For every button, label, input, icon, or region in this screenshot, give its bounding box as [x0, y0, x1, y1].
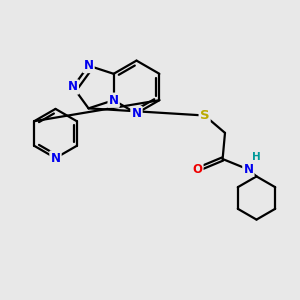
Text: S: S — [200, 109, 209, 122]
Text: N: N — [83, 59, 94, 72]
Text: N: N — [131, 107, 142, 120]
Text: N: N — [243, 163, 254, 176]
Text: N: N — [50, 152, 61, 165]
Text: N: N — [109, 94, 118, 107]
Text: N: N — [68, 80, 78, 94]
Text: O: O — [192, 163, 203, 176]
Text: N: N — [83, 59, 94, 72]
Text: N: N — [50, 152, 61, 165]
Text: O: O — [192, 163, 203, 176]
Text: N: N — [243, 163, 254, 176]
Text: H: H — [252, 152, 261, 163]
Text: N: N — [68, 80, 78, 94]
Text: S: S — [200, 109, 209, 122]
Text: N: N — [109, 94, 118, 107]
Text: H: H — [252, 152, 261, 163]
Text: N: N — [131, 107, 142, 120]
